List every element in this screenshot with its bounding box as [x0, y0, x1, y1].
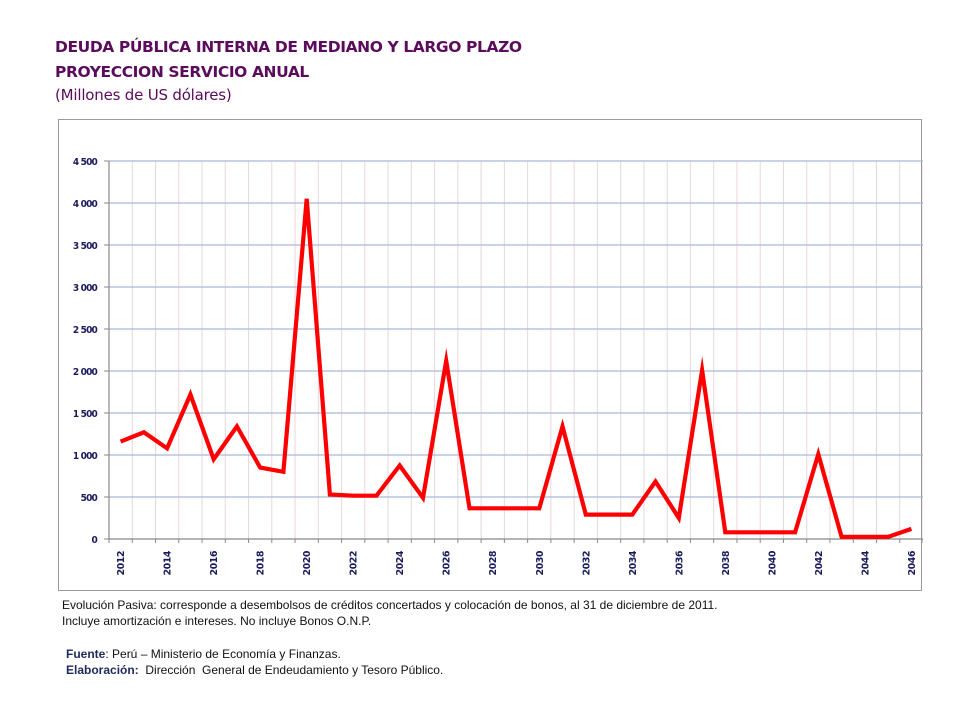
y-tick-label: 4 500: [73, 157, 98, 168]
x-tick-label: 2018: [256, 550, 267, 575]
chart-units: (Millones de US dólares): [55, 86, 232, 104]
x-tick-label: 2024: [395, 550, 406, 575]
chart-subtitle: PROYECCION SERVICIO ANUAL: [55, 63, 309, 81]
x-tick-label: 2014: [163, 550, 174, 575]
chart-title: DEUDA PÚBLICA INTERNA DE MEDIANO Y LARGO…: [55, 38, 522, 56]
elaboration-label: Elaboración:: [66, 663, 139, 677]
y-tick-label: 1 000: [73, 451, 98, 462]
source-text: : Perú – Ministerio de Economía y Finanz…: [105, 647, 341, 661]
y-tick-label: 3 500: [73, 241, 98, 252]
x-tick-label: 2016: [209, 550, 220, 575]
x-tick-label: 2038: [721, 550, 732, 575]
chart-frame: 0 500 1 000 1 500 2 000 2 500 3 000 3 500 4 000 4…: [58, 119, 923, 591]
elaboration-text: Dirección General de Endeudamiento y Tes…: [138, 663, 444, 677]
line-chart: 0 500 1 000 1 500 2 000 2 500 3 000 3 500 4 000 4…: [73, 157, 923, 575]
y-tick-label: 2 500: [73, 325, 98, 336]
footnote-line-2: Incluye amortización e intereses. No inc…: [62, 614, 372, 628]
x-tick-label: 2030: [535, 550, 546, 575]
footnote-line-1: Evolución Pasiva: corresponde a desembol…: [62, 598, 718, 612]
x-tick-label: 2028: [488, 550, 499, 575]
source-label: Fuente: [66, 647, 106, 661]
x-tick-label: 2022: [349, 551, 360, 575]
x-tick-label: 2034: [628, 550, 639, 575]
source-line: Fuente: Perú – Ministerio de Economía y …: [66, 647, 341, 661]
y-tick-label: 3 000: [73, 283, 98, 294]
x-tick-label: 2042: [814, 551, 825, 575]
x-tick-label: 2020: [302, 550, 313, 575]
vertical-gridlines: [131, 161, 923, 539]
series-layer: [119, 198, 913, 539]
x-tick-label: 2026: [442, 550, 453, 575]
x-tick-label: 2032: [581, 551, 592, 575]
elaboration-line: Elaboración: Dirección General de Endeud…: [66, 663, 443, 677]
y-tick-label: 2 000: [73, 367, 98, 378]
x-tick-label: 2012: [116, 551, 127, 575]
y-tick-label: 500: [81, 493, 98, 504]
axes: [108, 161, 923, 543]
x-tick-label: 2040: [767, 550, 778, 575]
x-tick-label: 2044: [860, 550, 871, 575]
y-tick-label: 4 000: [73, 199, 98, 210]
series-line: [119, 198, 913, 539]
x-axis-labels: 2012 2014 2016 2018 2020 2022 2024 2026 2028 2030…: [116, 550, 918, 575]
y-axis-labels: 0 500 1 000 1 500 2 000 2 500 3 000 3 500 4 000 4…: [73, 157, 99, 546]
y-tick-label: 1 500: [73, 409, 98, 420]
x-tick-label: 2036: [674, 550, 685, 575]
horizontal-gridlines: [104, 160, 923, 540]
y-tick-label: 0: [92, 535, 98, 546]
x-tick-label: 2046: [907, 550, 918, 575]
